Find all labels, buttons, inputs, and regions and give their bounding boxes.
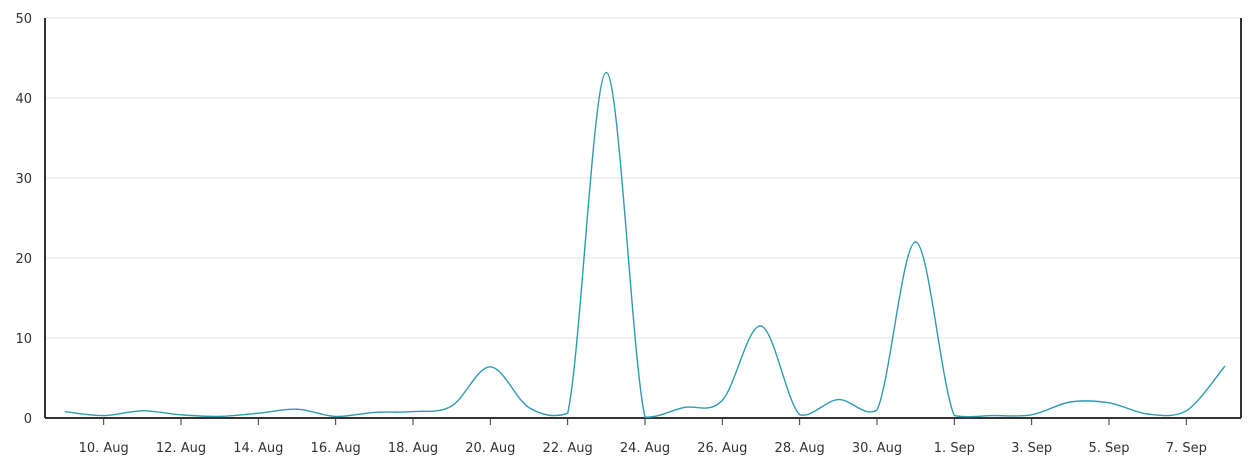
series-layer [64,71,1226,418]
x-tick-label: 22. Aug [543,441,593,456]
x-axis: 10. Aug 12. Aug 14. Aug 16. Aug 18. Aug 20. A… [45,417,1241,456]
y-tick-label: 30 [15,172,32,187]
x-tick-label: 18. Aug [388,441,438,456]
x-tick-label: 10. Aug [79,441,129,456]
x-tick-label: 14. Aug [233,441,283,456]
x-tick-label: 7. Sep [1166,441,1207,456]
x-tick-label: 5. Sep [1088,441,1129,456]
gridlines [45,17,1241,339]
y-tick-label: 50 [15,12,32,27]
y-tick-label: 0 [24,412,32,427]
x-tick-label: 16. Aug [311,441,361,456]
y-tick-label: 40 [15,92,32,107]
series-line-1 [64,71,1226,418]
y-tick-label: 20 [15,252,32,267]
x-tick-label: 12. Aug [156,441,206,456]
x-tick-label: 24. Aug [620,441,670,456]
x-tick-label: 30. Aug [852,441,902,456]
y-axis-labels: 0 10 20 30 40 50 [15,12,32,427]
y-tick-label: 10 [15,332,32,347]
x-tick-label: 1. Sep [934,441,975,456]
x-tick-label: 20. Aug [465,441,515,456]
x-tick-label: 26. Aug [697,441,747,456]
x-tick-label: 3. Sep [1011,441,1052,456]
x-tick-label: 28. Aug [775,441,825,456]
